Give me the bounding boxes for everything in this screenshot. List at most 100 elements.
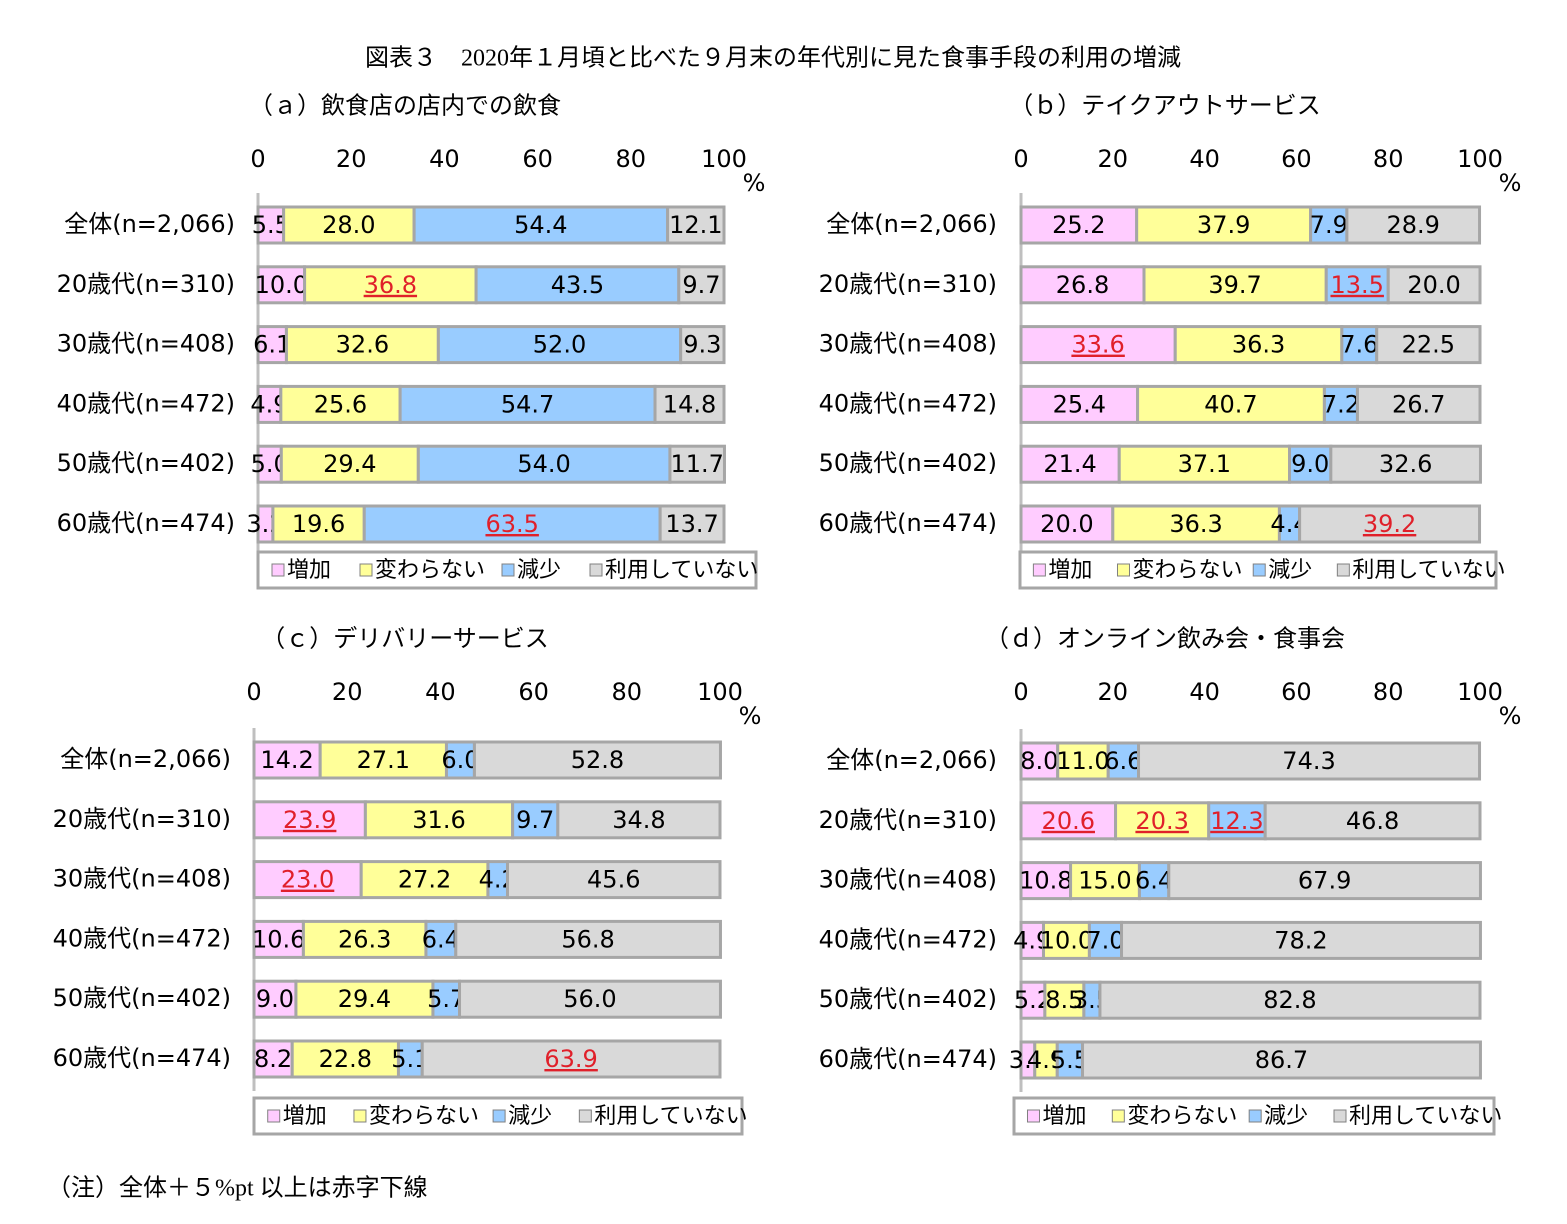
legend-label: 変わらない [369, 1104, 479, 1129]
bar-segment [301, 919, 428, 959]
category-label: 40歳代(n=472) [57, 389, 235, 417]
category-label: 全体(n=2,066) [60, 745, 231, 773]
value-label: 31.6 [412, 806, 465, 834]
bar-segment [668, 444, 726, 484]
value-label: 67.9 [1298, 867, 1351, 895]
value-label: 14.2 [260, 746, 313, 774]
value-label: 45.6 [587, 866, 640, 894]
value-label: 10.0 [255, 271, 308, 299]
value-label: 27.1 [357, 746, 410, 774]
value-label: 8.2 [254, 1045, 292, 1073]
value-label: 22.5 [1402, 331, 1455, 359]
value-label: 23.0 [281, 866, 334, 894]
legend-swatch [1116, 563, 1130, 577]
bar-segment [1298, 504, 1482, 544]
value-label: 36.3 [1169, 510, 1222, 538]
bar-segment [290, 1039, 400, 1079]
bar-segment [1309, 205, 1349, 245]
legend-label: 減少 [508, 1104, 552, 1129]
legend-swatch [1252, 563, 1266, 577]
bar-segment [282, 205, 416, 245]
legend-label: 変わらない [1132, 558, 1242, 583]
bar-segment [1263, 801, 1482, 841]
bar-segment [1137, 741, 1482, 781]
legend-swatch [271, 563, 285, 577]
value-label: 86.7 [1255, 1046, 1308, 1074]
value-label: 29.4 [338, 985, 391, 1013]
x-tick-label: 100 [1457, 678, 1503, 706]
bar-segment [666, 205, 726, 245]
chart-title: （ａ）飲食店の店内での飲食 [249, 93, 561, 120]
value-label: 63.5 [485, 510, 538, 538]
x-tick-label: 80 [1373, 678, 1404, 706]
category-label: 20歳代(n=310) [57, 270, 235, 298]
x-tick-label: 60 [522, 145, 553, 173]
value-label: 12.3 [1210, 807, 1263, 835]
legend-swatch [1032, 563, 1046, 577]
bar-segment [653, 384, 726, 424]
bar-segment [454, 919, 722, 959]
value-label: 7.6 [1340, 331, 1378, 359]
x-tick-label: 100 [701, 145, 747, 173]
value-label: 13.7 [665, 510, 718, 538]
category-label: 40歳代(n=472) [819, 389, 997, 417]
bar-segment [1375, 325, 1482, 365]
value-label: 9.0 [1291, 450, 1329, 478]
bar-segment [511, 800, 560, 840]
category-label: 40歳代(n=472) [53, 924, 231, 952]
category-label: 60歳代(n=474) [53, 1044, 231, 1072]
bar-segment [1120, 920, 1482, 960]
category-label: 20歳代(n=310) [53, 805, 231, 833]
value-label: 13.5 [1330, 271, 1383, 299]
value-label: 33.6 [1071, 331, 1124, 359]
value-label: 20.3 [1135, 807, 1188, 835]
value-label: 26.7 [1392, 390, 1445, 418]
x-tick-label: 40 [1189, 145, 1220, 173]
bar-segment [458, 979, 722, 1019]
x-tick-label: 60 [1281, 145, 1312, 173]
value-label: 52.8 [571, 746, 624, 774]
value-label: 36.3 [1232, 331, 1285, 359]
bar-segment [252, 919, 305, 959]
value-label: 6.4 [1135, 867, 1173, 895]
value-label: 10.8 [1019, 867, 1072, 895]
legend-swatch [1333, 1109, 1347, 1123]
bar-segment [318, 740, 448, 780]
value-label: 32.6 [1379, 450, 1432, 478]
value-label: 74.3 [1282, 747, 1335, 775]
value-label: 9.7 [516, 806, 554, 834]
category-label: 30歳代(n=408) [53, 865, 231, 893]
x-tick-label: 100 [1457, 145, 1503, 173]
bar-segment [1142, 265, 1328, 305]
bar-segment [1386, 265, 1482, 305]
legend-label: 利用していない [594, 1104, 747, 1129]
legend-swatch [501, 563, 515, 577]
legend-swatch [1111, 1109, 1125, 1123]
value-label: 26.8 [1056, 271, 1109, 299]
legend-label: 減少 [1264, 1104, 1308, 1129]
bar-segment [658, 504, 726, 544]
bar-segment [1136, 384, 1326, 424]
legend-swatch [1248, 1109, 1262, 1123]
bar-segment [1173, 325, 1344, 365]
legend-swatch [492, 1109, 506, 1123]
value-label: 25.4 [1053, 390, 1106, 418]
legend-label: 増加 [1042, 1104, 1086, 1129]
bar-segment [1207, 801, 1267, 841]
bar-segment [1288, 444, 1333, 484]
value-label: 20.0 [1407, 271, 1460, 299]
bar-segment [1098, 980, 1482, 1020]
category-label: 50歳代(n=402) [57, 449, 235, 477]
bar-segment [1081, 1040, 1482, 1080]
bar-segment [252, 979, 298, 1019]
category-label: 全体(n=2,066) [826, 210, 997, 238]
category-label: 50歳代(n=402) [53, 984, 231, 1012]
bar-segment [1167, 861, 1482, 901]
value-label: 54.0 [517, 450, 570, 478]
x-axis-unit: % [1499, 702, 1522, 730]
category-label: 50歳代(n=402) [819, 449, 997, 477]
value-label: 28.0 [322, 211, 375, 239]
legend-label: 利用していない [605, 558, 758, 583]
x-tick-label: 20 [1098, 145, 1129, 173]
category-label: 40歳代(n=472) [819, 925, 997, 953]
